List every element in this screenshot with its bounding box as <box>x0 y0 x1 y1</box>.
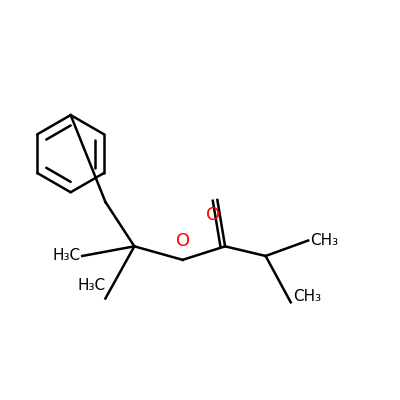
Text: O: O <box>176 232 190 250</box>
Text: H₃C: H₃C <box>52 248 80 264</box>
Text: CH₃: CH₃ <box>310 233 338 248</box>
Text: CH₃: CH₃ <box>293 289 321 304</box>
Text: O: O <box>206 206 220 224</box>
Text: H₃C: H₃C <box>77 278 106 293</box>
